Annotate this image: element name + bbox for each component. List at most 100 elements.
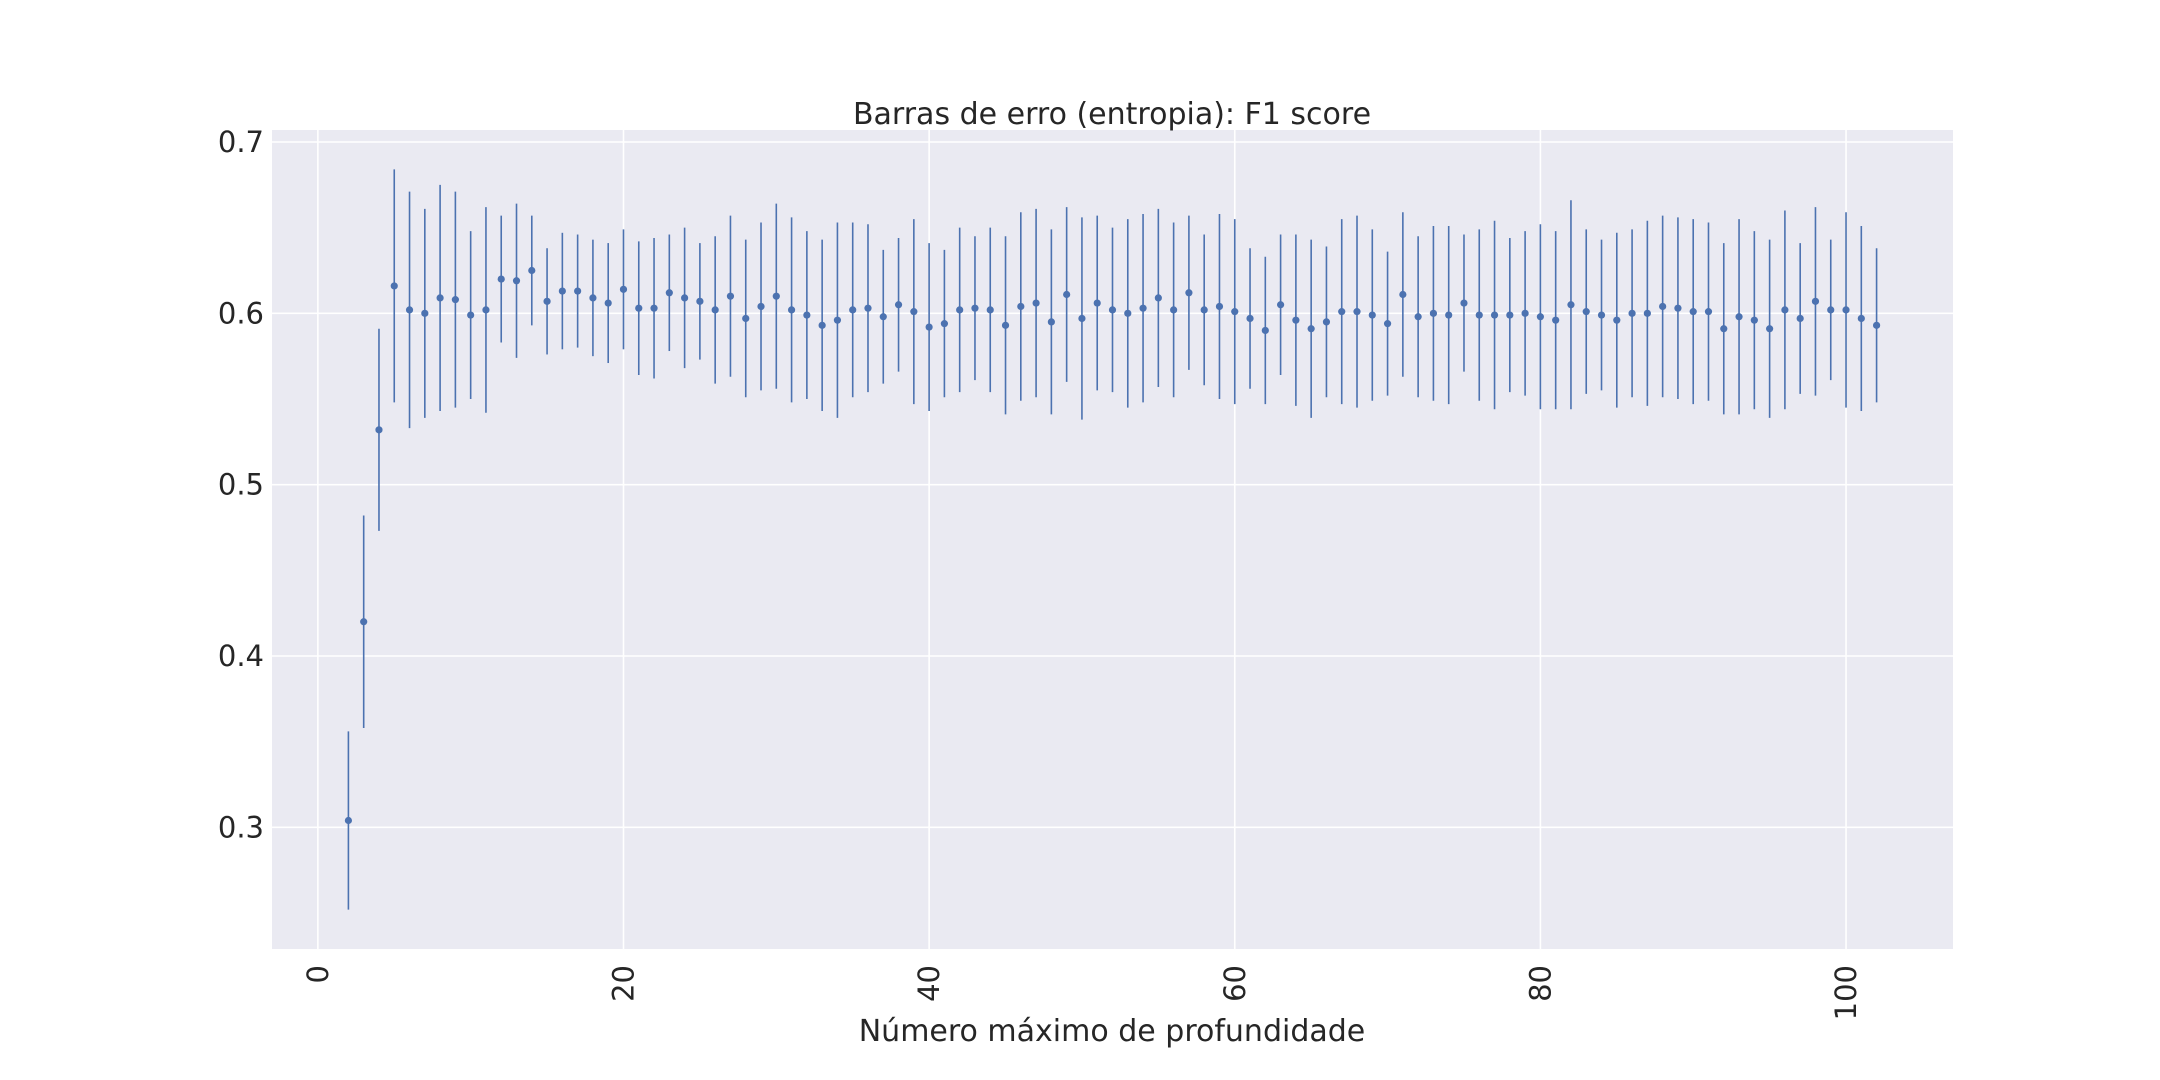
x-tick-label: 100 bbox=[1829, 965, 1863, 1020]
data-point bbox=[1383, 320, 1392, 328]
y-tick-label: 0.5 bbox=[218, 468, 264, 502]
data-point bbox=[1720, 325, 1728, 333]
data-point bbox=[543, 297, 551, 305]
x-tick-label: 60 bbox=[1218, 965, 1252, 1002]
data-point bbox=[1689, 308, 1697, 316]
data-point bbox=[1185, 289, 1193, 297]
data-point bbox=[1750, 316, 1758, 324]
data-point bbox=[528, 266, 536, 275]
data-point bbox=[1613, 316, 1621, 324]
data-point bbox=[833, 316, 842, 324]
data-point bbox=[787, 306, 796, 314]
data-point bbox=[1154, 294, 1162, 302]
data-point bbox=[1246, 314, 1254, 323]
data-point bbox=[650, 304, 658, 312]
data-point bbox=[1108, 306, 1117, 314]
x-tick-labels: 0 20 40 60 80 100 bbox=[301, 965, 1863, 1020]
data-point bbox=[482, 306, 490, 314]
data-point bbox=[1857, 314, 1865, 323]
data-point bbox=[803, 311, 811, 319]
data-point bbox=[1643, 309, 1651, 317]
data-points bbox=[344, 266, 1881, 825]
data-point bbox=[1429, 309, 1438, 317]
y-tick-label: 0.6 bbox=[218, 296, 264, 330]
data-point bbox=[772, 292, 780, 300]
data-point bbox=[1735, 313, 1743, 321]
data-point bbox=[1827, 306, 1835, 314]
data-point bbox=[1766, 325, 1774, 333]
data-point bbox=[1872, 321, 1881, 329]
data-point bbox=[1414, 313, 1422, 321]
data-point bbox=[1659, 302, 1667, 311]
data-point bbox=[1170, 306, 1178, 314]
x-tick-label: 40 bbox=[912, 965, 946, 1002]
data-point bbox=[512, 277, 521, 285]
data-point bbox=[1475, 311, 1483, 319]
data-point bbox=[1674, 304, 1682, 312]
data-point bbox=[1506, 311, 1514, 319]
data-point bbox=[1338, 308, 1346, 316]
data-point bbox=[681, 294, 689, 302]
data-point bbox=[405, 306, 414, 314]
data-point bbox=[818, 321, 826, 329]
data-point bbox=[1796, 314, 1804, 323]
data-point bbox=[1628, 309, 1636, 317]
data-point bbox=[894, 301, 903, 309]
data-point bbox=[451, 296, 459, 304]
data-point bbox=[1811, 297, 1820, 305]
data-point bbox=[1781, 306, 1789, 314]
data-point bbox=[1490, 311, 1499, 319]
data-point bbox=[971, 304, 979, 312]
data-point bbox=[558, 287, 566, 295]
data-point bbox=[1322, 318, 1331, 326]
data-point bbox=[344, 816, 353, 825]
data-point bbox=[497, 275, 505, 283]
data-point bbox=[1139, 304, 1147, 312]
data-point bbox=[1353, 308, 1361, 316]
y-tick-labels: 0.3 0.4 0.5 0.6 0.7 bbox=[218, 125, 264, 844]
x-axis-title: Número máximo de profundidade bbox=[859, 1014, 1366, 1049]
data-point bbox=[940, 320, 949, 328]
data-point bbox=[1093, 299, 1101, 307]
data-point bbox=[1292, 316, 1300, 324]
data-point bbox=[436, 294, 444, 302]
data-point bbox=[1521, 309, 1529, 317]
x-tick-label: 20 bbox=[606, 965, 640, 1002]
data-point bbox=[726, 292, 735, 300]
data-point bbox=[1704, 308, 1713, 316]
data-point bbox=[956, 306, 964, 314]
data-point bbox=[1277, 301, 1285, 309]
data-point bbox=[1124, 309, 1132, 317]
data-point bbox=[604, 299, 612, 307]
data-point bbox=[1842, 306, 1850, 314]
data-point bbox=[696, 297, 704, 305]
data-point bbox=[1582, 308, 1590, 316]
data-point bbox=[1552, 316, 1560, 324]
data-point bbox=[864, 304, 872, 312]
x-tick-label: 80 bbox=[1523, 965, 1557, 1002]
data-point bbox=[1445, 311, 1453, 319]
data-point bbox=[1200, 306, 1208, 314]
data-point bbox=[1215, 302, 1224, 311]
data-point bbox=[375, 426, 383, 434]
data-point bbox=[986, 306, 994, 314]
data-point bbox=[910, 308, 918, 316]
data-point bbox=[879, 313, 887, 321]
data-point bbox=[711, 306, 719, 314]
data-point bbox=[925, 323, 933, 331]
data-point bbox=[1001, 321, 1010, 329]
data-point bbox=[1047, 318, 1055, 326]
data-point bbox=[1032, 299, 1040, 307]
data-point bbox=[467, 311, 475, 319]
data-point bbox=[1231, 308, 1239, 316]
data-point bbox=[1460, 299, 1468, 307]
data-point bbox=[619, 285, 628, 293]
data-point bbox=[1536, 313, 1544, 321]
data-point bbox=[574, 287, 582, 295]
data-point bbox=[849, 306, 857, 314]
y-tick-label: 0.4 bbox=[218, 639, 264, 673]
data-point bbox=[1261, 326, 1269, 335]
y-tick-label: 0.3 bbox=[218, 810, 264, 844]
chart-title: Barras de erro (entropia): F1 score bbox=[853, 97, 1371, 132]
